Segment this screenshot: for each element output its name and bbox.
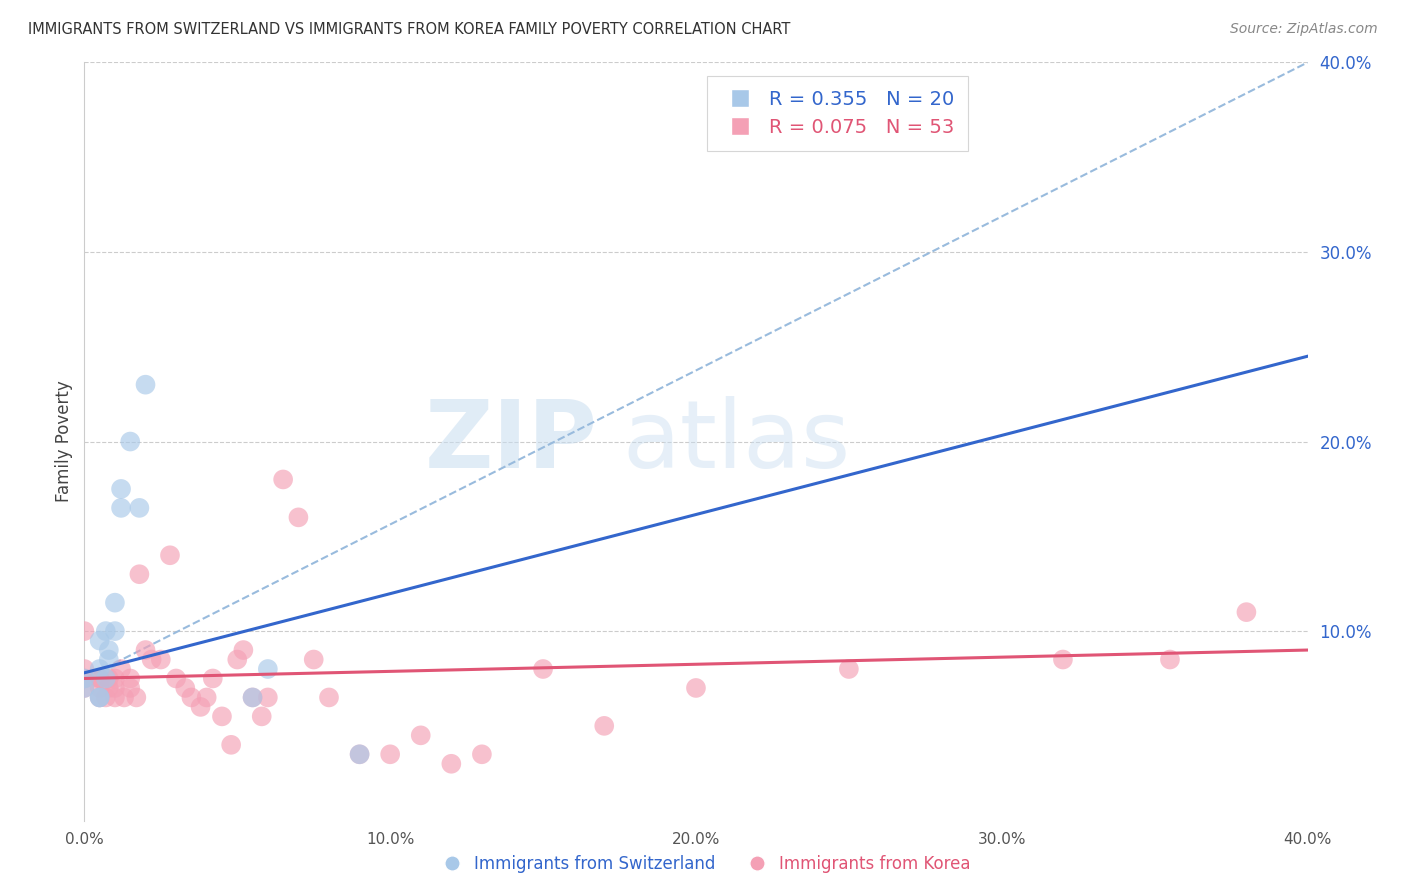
Point bbox=[110, 662, 132, 676]
Text: Source: ZipAtlas.com: Source: ZipAtlas.com bbox=[1230, 22, 1378, 37]
Point bbox=[232, 643, 254, 657]
Point bbox=[104, 596, 127, 610]
Point bbox=[110, 482, 132, 496]
Point bbox=[409, 728, 432, 742]
Point bbox=[97, 643, 120, 657]
Point bbox=[89, 690, 111, 705]
Point bbox=[97, 652, 120, 666]
Point bbox=[685, 681, 707, 695]
Point bbox=[195, 690, 218, 705]
Point bbox=[242, 690, 264, 705]
Point bbox=[1052, 652, 1074, 666]
Point bbox=[318, 690, 340, 705]
Point bbox=[120, 681, 142, 695]
Text: ZIP: ZIP bbox=[425, 395, 598, 488]
Point bbox=[349, 747, 371, 762]
Text: atlas: atlas bbox=[623, 395, 851, 488]
Point bbox=[73, 624, 96, 639]
Point bbox=[73, 681, 96, 695]
Point bbox=[531, 662, 554, 676]
Point bbox=[89, 681, 111, 695]
Point bbox=[104, 681, 127, 695]
Point bbox=[257, 690, 280, 705]
Point bbox=[104, 672, 127, 686]
Point bbox=[174, 681, 197, 695]
Point bbox=[97, 672, 120, 686]
Point bbox=[94, 624, 117, 639]
Point bbox=[180, 690, 202, 705]
Point bbox=[1236, 605, 1258, 619]
Point bbox=[242, 690, 264, 705]
Point bbox=[135, 377, 157, 392]
Point bbox=[89, 672, 111, 686]
Point bbox=[120, 434, 142, 449]
Point bbox=[219, 738, 242, 752]
Point bbox=[104, 690, 127, 705]
Point bbox=[135, 643, 157, 657]
Point bbox=[94, 690, 117, 705]
Point bbox=[380, 747, 402, 762]
Point bbox=[89, 690, 111, 705]
Point bbox=[89, 690, 111, 705]
Point bbox=[159, 548, 181, 563]
Point bbox=[287, 510, 309, 524]
Point bbox=[125, 690, 148, 705]
Point bbox=[110, 500, 132, 515]
Point bbox=[73, 672, 96, 686]
Point bbox=[593, 719, 616, 733]
Point bbox=[201, 672, 224, 686]
Point bbox=[89, 672, 111, 686]
Point bbox=[128, 500, 150, 515]
Point bbox=[349, 747, 371, 762]
Y-axis label: Family Poverty: Family Poverty bbox=[55, 381, 73, 502]
Point bbox=[112, 690, 135, 705]
Point bbox=[302, 652, 325, 666]
Point bbox=[838, 662, 860, 676]
Point bbox=[97, 681, 120, 695]
Point bbox=[104, 624, 127, 639]
Point bbox=[141, 652, 163, 666]
Point bbox=[471, 747, 494, 762]
Point bbox=[211, 709, 233, 723]
Point bbox=[250, 709, 273, 723]
Text: IMMIGRANTS FROM SWITZERLAND VS IMMIGRANTS FROM KOREA FAMILY POVERTY CORRELATION : IMMIGRANTS FROM SWITZERLAND VS IMMIGRANT… bbox=[28, 22, 790, 37]
Point bbox=[149, 652, 172, 666]
Point bbox=[73, 681, 96, 695]
Point bbox=[271, 473, 294, 487]
Point bbox=[73, 672, 96, 686]
Point bbox=[165, 672, 187, 686]
Point bbox=[73, 662, 96, 676]
Point bbox=[190, 699, 212, 714]
Point bbox=[440, 756, 463, 771]
Point bbox=[94, 672, 117, 686]
Legend: Immigrants from Switzerland, Immigrants from Korea: Immigrants from Switzerland, Immigrants … bbox=[429, 848, 977, 880]
Point bbox=[226, 652, 249, 666]
Point bbox=[89, 662, 111, 676]
Point bbox=[257, 662, 280, 676]
Point bbox=[120, 672, 142, 686]
Point bbox=[128, 567, 150, 582]
Legend: R = 0.355   N = 20, R = 0.075   N = 53: R = 0.355 N = 20, R = 0.075 N = 53 bbox=[706, 76, 967, 151]
Point bbox=[89, 633, 111, 648]
Point bbox=[1159, 652, 1181, 666]
